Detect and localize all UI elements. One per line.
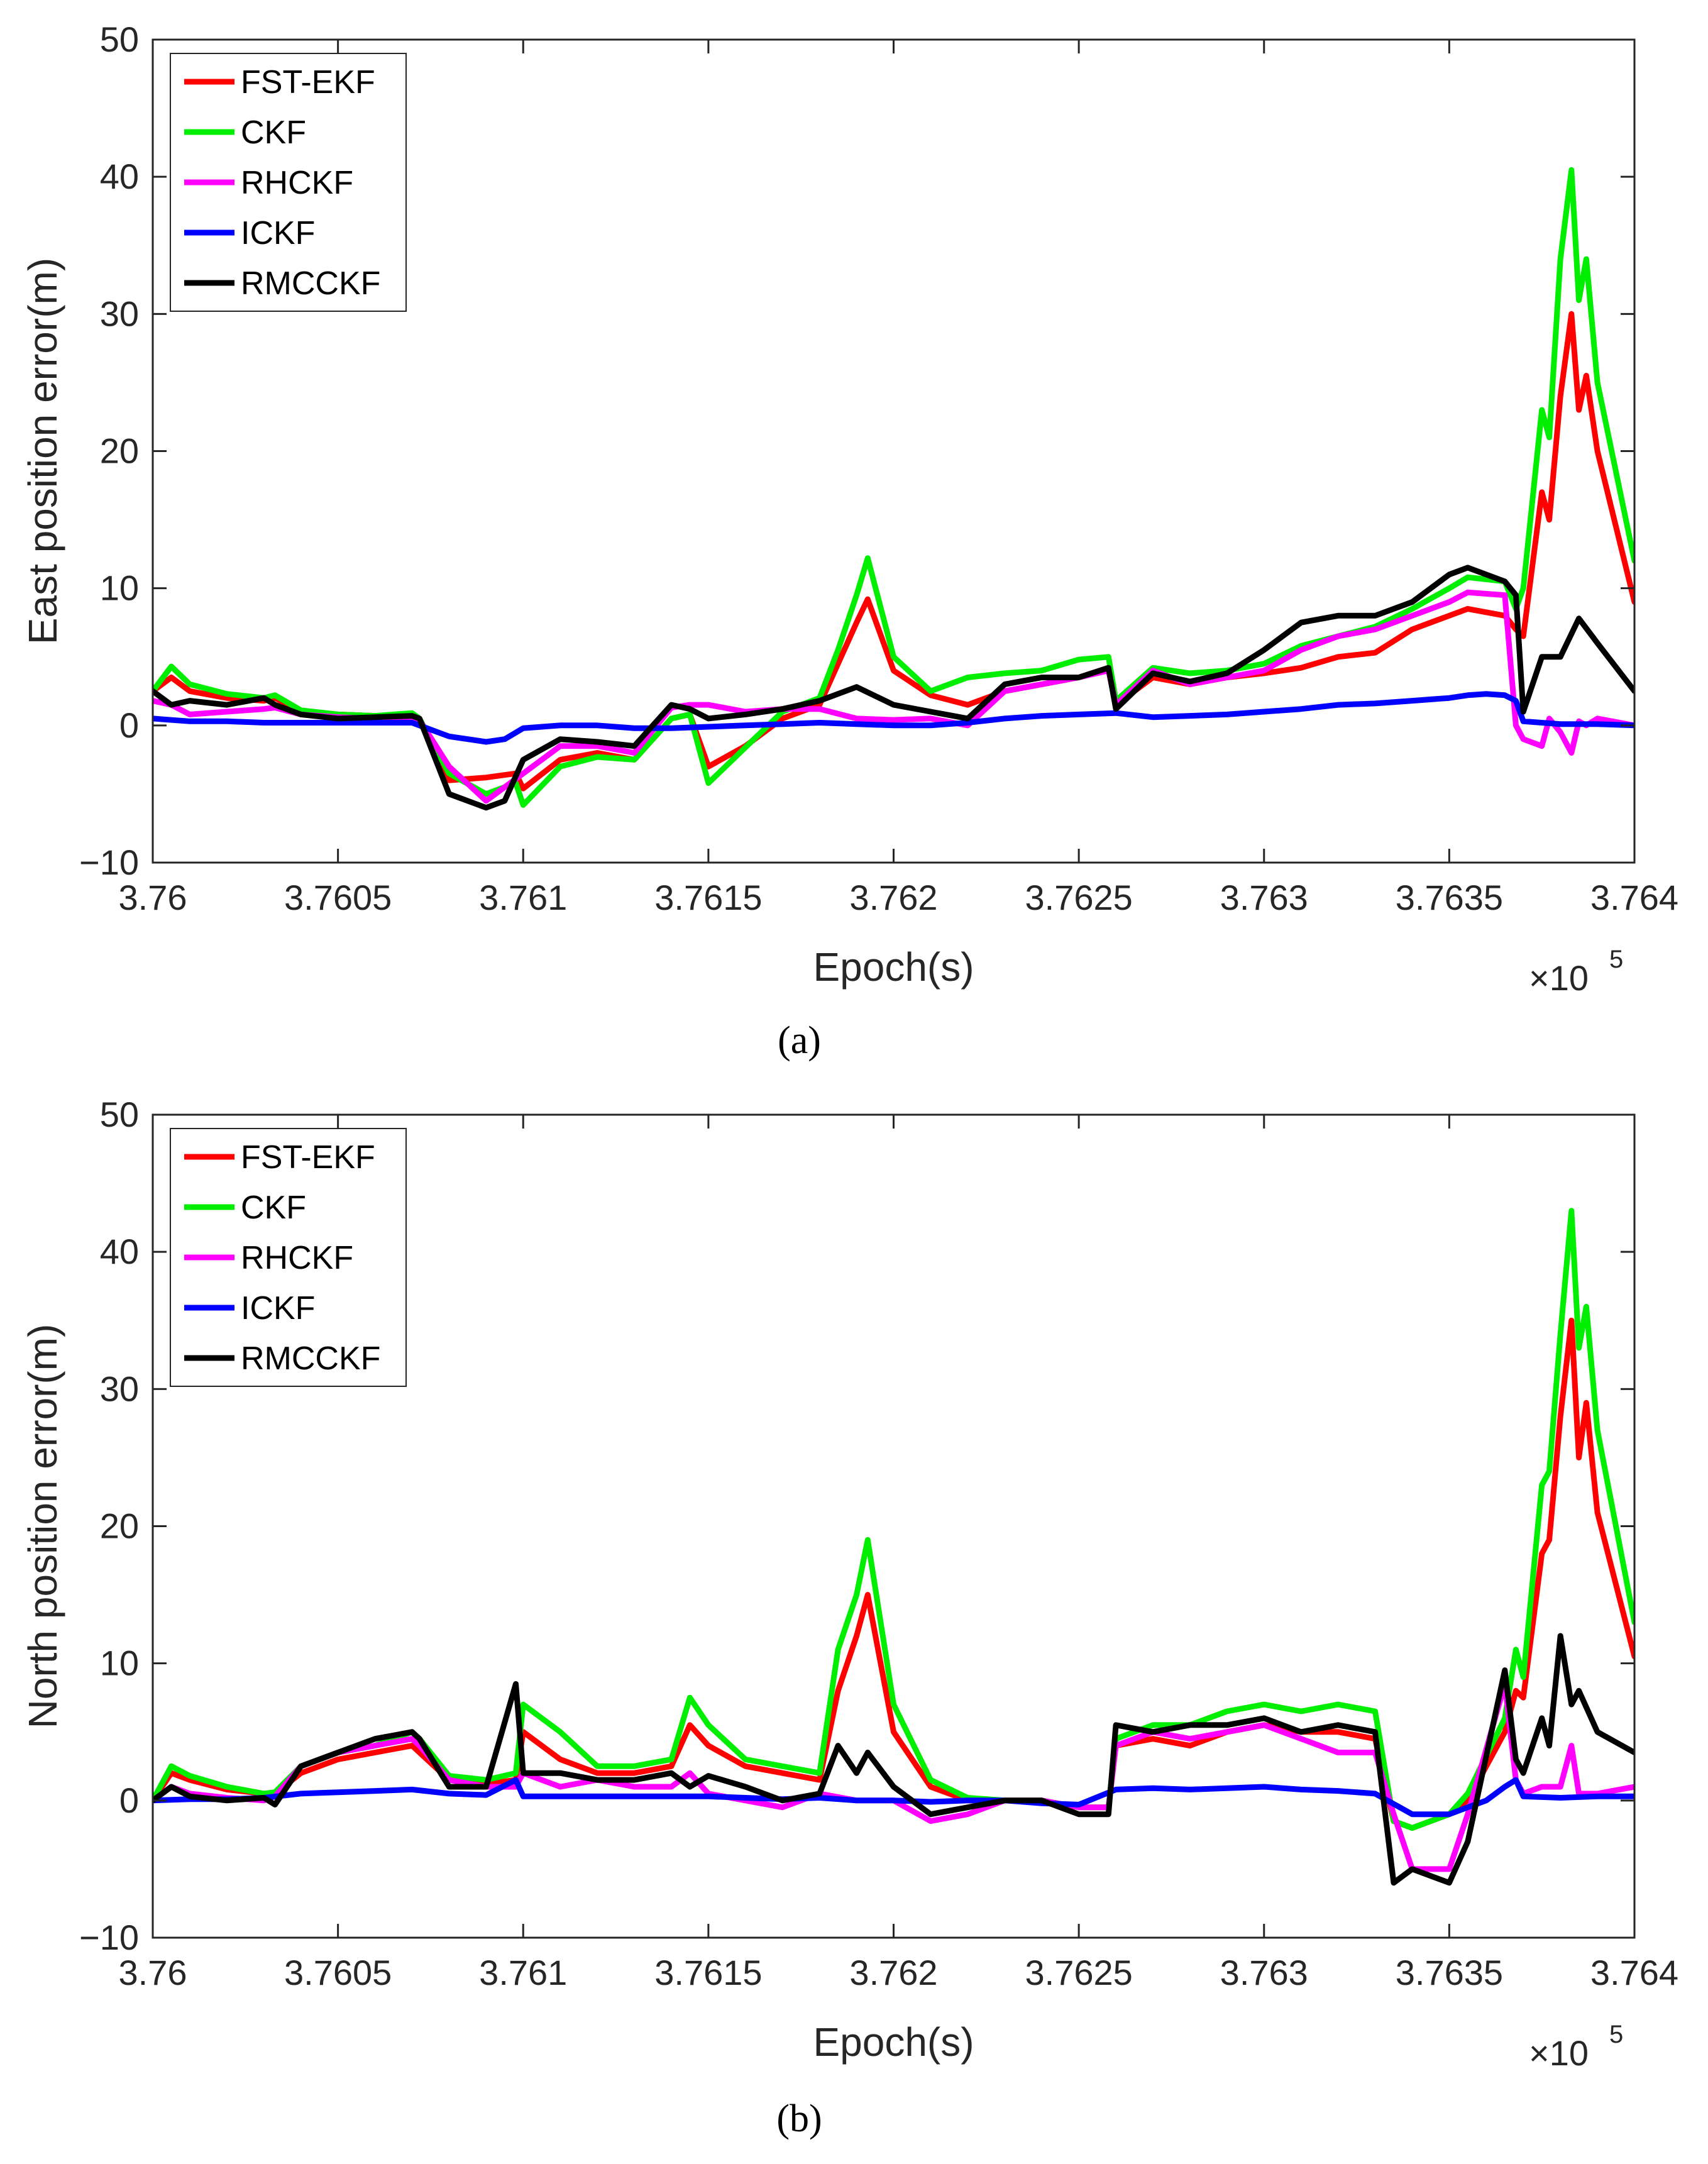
x-tick-label: 3.764: [1590, 1953, 1678, 1992]
y-axis-label: North position error(m): [20, 1324, 65, 1729]
y-axis-label: East position error(m): [20, 258, 65, 644]
x-tick-label: 3.7625: [1025, 1953, 1132, 1992]
x-tick-label: 3.761: [479, 1953, 567, 1992]
legend-label-rmcckf: RMCCKF: [241, 265, 380, 302]
x-multiplier: ×10: [1529, 958, 1589, 998]
x-multiplier-exponent: 5: [1609, 2021, 1623, 2048]
y-tick-label: 0: [119, 1780, 139, 1820]
y-tick-label: 0: [119, 705, 139, 745]
x-multiplier: ×10: [1529, 2033, 1589, 2073]
legend-label-fst-ekf: FST-EKF: [241, 64, 375, 101]
x-tick-label: 3.7625: [1025, 878, 1132, 917]
series-line-rmcckf: [153, 1633, 1634, 1886]
x-axis-label: Epoch(s): [813, 2019, 974, 2065]
x-tick-label: 3.7635: [1396, 878, 1503, 917]
x-tick-label: 3.7615: [654, 1953, 762, 1992]
y-tick-label: 50: [100, 19, 139, 59]
x-tick-label: 3.7605: [284, 1953, 392, 1992]
y-tick-label: 20: [100, 431, 139, 471]
legend-label-rhckf: RHCKF: [241, 1240, 353, 1276]
y-tick-label: 40: [100, 157, 139, 196]
y-tick-label: 20: [100, 1506, 139, 1546]
y-tick-label: 30: [100, 1369, 139, 1408]
series-line-rmcckf: [153, 565, 1634, 811]
y-tick-label: −10: [79, 1918, 139, 1957]
x-tick-label: 3.763: [1220, 878, 1308, 917]
legend-label-rmcckf: RMCCKF: [241, 1340, 380, 1377]
y-tick-label: 50: [100, 1095, 139, 1134]
panel-a: 3.76 3.7605 3.761 3.7615 3.762 3.7625 3.763 3.7…: [20, 19, 1678, 1062]
series-line-fst-ekf: [153, 1317, 1634, 1831]
x-axis-label: Epoch(s): [813, 944, 974, 990]
x-tick-label: 3.761: [479, 878, 567, 917]
x-tick-label: 3.76: [119, 1953, 187, 1992]
series-line-ickf: [153, 1777, 1634, 1818]
series-line-rhckf: [153, 1681, 1634, 1872]
legend-label-ckf: CKF: [241, 1190, 306, 1226]
x-tick-label: 3.764: [1590, 878, 1678, 917]
series-lines: [153, 1208, 1634, 1886]
x-tick-label: 3.7635: [1396, 1953, 1503, 1992]
x-tick-label: 3.7615: [654, 878, 762, 917]
x-tick-label: 3.762: [849, 1953, 937, 1992]
legend-label-rhckf: RHCKF: [241, 165, 353, 201]
y-tick-label: −10: [79, 842, 139, 882]
legend-label-ickf: ICKF: [241, 215, 315, 251]
y-tick-label: 30: [100, 294, 139, 333]
legend-label-ickf: ICKF: [241, 1290, 315, 1327]
panel-caption: (b): [776, 2097, 822, 2140]
series-lines: [153, 167, 1634, 811]
x-tick-label: 3.76: [119, 878, 187, 917]
x-tick-label: 3.7605: [284, 878, 392, 917]
y-tick-label: 40: [100, 1232, 139, 1271]
x-tick-label: 3.762: [849, 878, 937, 917]
legend-label-ckf: CKF: [241, 114, 306, 151]
y-tick-label: 10: [100, 1643, 139, 1683]
x-tick-label: 3.763: [1220, 1953, 1308, 1992]
y-tick-label: 10: [100, 568, 139, 608]
x-multiplier-exponent: 5: [1609, 946, 1623, 973]
panel-caption: (a): [778, 1019, 821, 1062]
legend-label-fst-ekf: FST-EKF: [241, 1139, 375, 1176]
panel-b: 3.76 3.7605 3.761 3.7615 3.762 3.7625 3.763 3.7…: [20, 1095, 1678, 2140]
